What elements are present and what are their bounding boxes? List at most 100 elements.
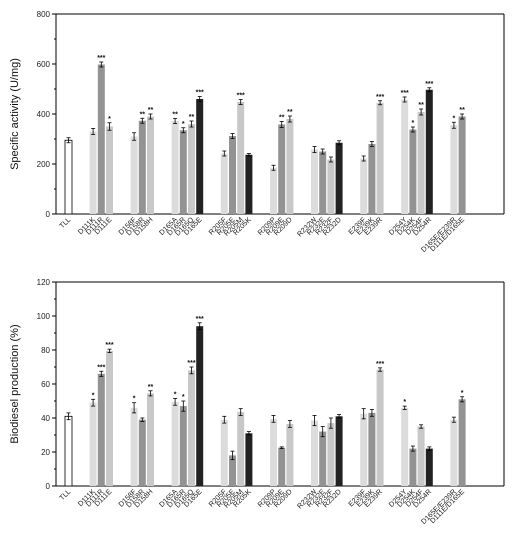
bar (229, 136, 236, 214)
bar (450, 125, 458, 214)
significance-marker: *** (97, 364, 105, 371)
significance-marker: ** (148, 107, 154, 114)
bar (360, 413, 368, 486)
bar (220, 419, 228, 486)
bar (270, 167, 277, 214)
y-tick-label: 60 (41, 380, 50, 389)
bar (245, 433, 253, 486)
y-tick-label: 40 (41, 414, 50, 423)
bar (179, 130, 187, 214)
significance-marker: * (133, 396, 136, 403)
significance-marker: * (461, 390, 464, 397)
bar (147, 116, 154, 214)
significance-marker: *** (196, 90, 204, 97)
bar (335, 142, 343, 214)
significance-marker: ** (140, 111, 146, 118)
significance-marker: *** (425, 81, 433, 88)
significance-marker: * (403, 399, 406, 406)
bar (401, 407, 409, 486)
bar (409, 129, 417, 214)
bar (245, 154, 253, 214)
bar (196, 99, 204, 214)
bar (319, 151, 327, 214)
bar (286, 119, 294, 214)
bar (401, 99, 409, 214)
bar (360, 158, 368, 214)
significance-marker: * (182, 394, 185, 401)
bar (171, 401, 179, 486)
bar (376, 102, 384, 214)
y-tick-label: 120 (37, 278, 51, 287)
y-axis-label: Biodiesel production (%) (9, 324, 21, 443)
significance-marker: *** (376, 94, 384, 101)
bar (229, 455, 236, 486)
bar (327, 423, 335, 486)
bar (319, 431, 327, 486)
significance-marker: *** (105, 342, 113, 349)
significance-marker: ** (172, 112, 178, 119)
significance-marker: ** (459, 107, 465, 114)
bar (278, 124, 286, 214)
bar (89, 131, 97, 214)
y-tick-label: 80 (41, 346, 50, 355)
bar (188, 370, 195, 486)
significance-marker: * (453, 115, 456, 122)
significance-marker: * (412, 120, 415, 127)
significance-marker: ** (189, 114, 195, 121)
bar (311, 149, 318, 214)
bar (64, 139, 73, 215)
y-tick-label: 600 (37, 60, 51, 69)
significance-marker: *** (196, 316, 204, 323)
bar (458, 399, 466, 486)
significance-marker: * (174, 391, 177, 398)
bar (311, 420, 318, 486)
significance-marker: * (182, 121, 185, 128)
bar (237, 412, 245, 486)
bar (97, 373, 105, 486)
bar (368, 144, 376, 214)
bar (417, 112, 425, 214)
significance-marker: *** (376, 361, 384, 368)
bar (417, 426, 425, 486)
bar (327, 159, 335, 214)
y-tick-label: 100 (37, 312, 51, 321)
significance-marker: *** (401, 90, 409, 97)
bar (425, 89, 433, 214)
bar (196, 326, 204, 486)
bar (147, 393, 154, 486)
significance-marker: * (92, 392, 95, 399)
significance-marker: *** (237, 93, 245, 100)
bar (97, 64, 105, 214)
chart-2: 0 20 40 60 80 100 120 Biodiesel production (%) T… (9, 278, 505, 526)
y-axis-label: Specific activity (U/mg) (9, 58, 21, 170)
chart-1: 0 200 400 600 800 Specific activity (U/mg) TLL… (9, 10, 505, 254)
significance-marker: ** (418, 102, 424, 109)
bar (106, 126, 113, 214)
bar (220, 153, 228, 214)
x-tick-label: TLL (57, 487, 72, 502)
bar (179, 406, 187, 486)
bar (188, 124, 195, 214)
significance-marker: ** (279, 115, 285, 122)
bar (270, 418, 277, 486)
y-tick-label: 20 (41, 448, 50, 457)
bar (425, 448, 433, 486)
significance-marker: *** (97, 55, 105, 62)
bar (64, 415, 73, 487)
bar (335, 416, 343, 486)
bar (237, 102, 245, 214)
significance-marker: ** (287, 109, 293, 116)
bar (409, 448, 417, 486)
y-tick-label: 0 (46, 210, 51, 219)
bar (450, 419, 458, 486)
bar (376, 369, 384, 486)
bar (138, 120, 146, 214)
bar (106, 350, 113, 486)
y-tick-label: 800 (37, 10, 51, 19)
significance-marker: *** (187, 360, 195, 367)
x-tick-label: TLL (57, 215, 72, 230)
bar (171, 121, 179, 214)
significance-marker: * (108, 116, 111, 123)
bar (278, 447, 286, 486)
